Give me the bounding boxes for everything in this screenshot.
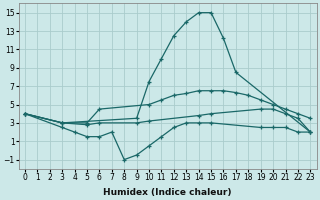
- X-axis label: Humidex (Indice chaleur): Humidex (Indice chaleur): [103, 188, 232, 197]
